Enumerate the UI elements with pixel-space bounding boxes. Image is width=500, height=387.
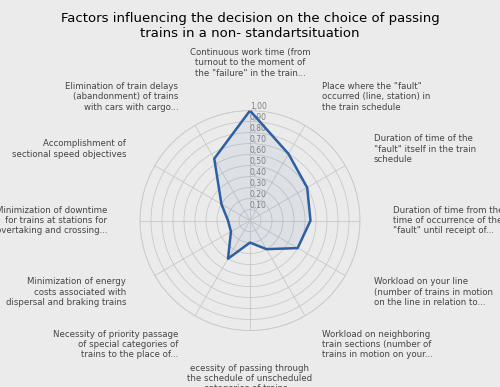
Text: Duration of time of the
"fault" itself in the train
schedule: Duration of time of the "fault" itself i… xyxy=(374,134,476,164)
Polygon shape xyxy=(214,111,310,259)
Text: Minimization of energy
costs associated with
dispersal and braking trains: Minimization of energy costs associated … xyxy=(6,277,126,307)
Text: Necessity of priority passage
of special categories of
trains to the place of...: Necessity of priority passage of special… xyxy=(53,330,178,360)
Text: Continuous work time (from
turnout to the moment of
the "failure" in the train..: Continuous work time (from turnout to th… xyxy=(190,48,310,77)
Text: Factors influencing the decision on the choice of passing
trains in a non- stand: Factors influencing the decision on the … xyxy=(60,12,440,39)
Text: ecessity of passing through
the schedule of unscheduled
categories of trains...: ecessity of passing through the schedule… xyxy=(188,364,312,387)
Text: Duration of time from the
time of occurrence of the
"fault" until receipt of...: Duration of time from the time of occurr… xyxy=(393,205,500,236)
Text: Minimization of downtime
for trains at stations for
overtaking and crossing...: Minimization of downtime for trains at s… xyxy=(0,205,107,236)
Text: Elimination of train delays
(abandonment) of trains
with cars with cargo...: Elimination of train delays (abandonment… xyxy=(66,82,178,111)
Text: Place where the "fault"
occurred (line, station) in
the train schedule: Place where the "fault" occurred (line, … xyxy=(322,82,430,111)
Text: Workload on your line
(number of trains in motion
on the line in relation to...: Workload on your line (number of trains … xyxy=(374,277,493,307)
Text: Workload on neighboring
train sections (number of
trains in motion on your...: Workload on neighboring train sections (… xyxy=(322,330,432,360)
Text: Accomplishment of
sectional speed objectives: Accomplishment of sectional speed object… xyxy=(12,139,126,159)
